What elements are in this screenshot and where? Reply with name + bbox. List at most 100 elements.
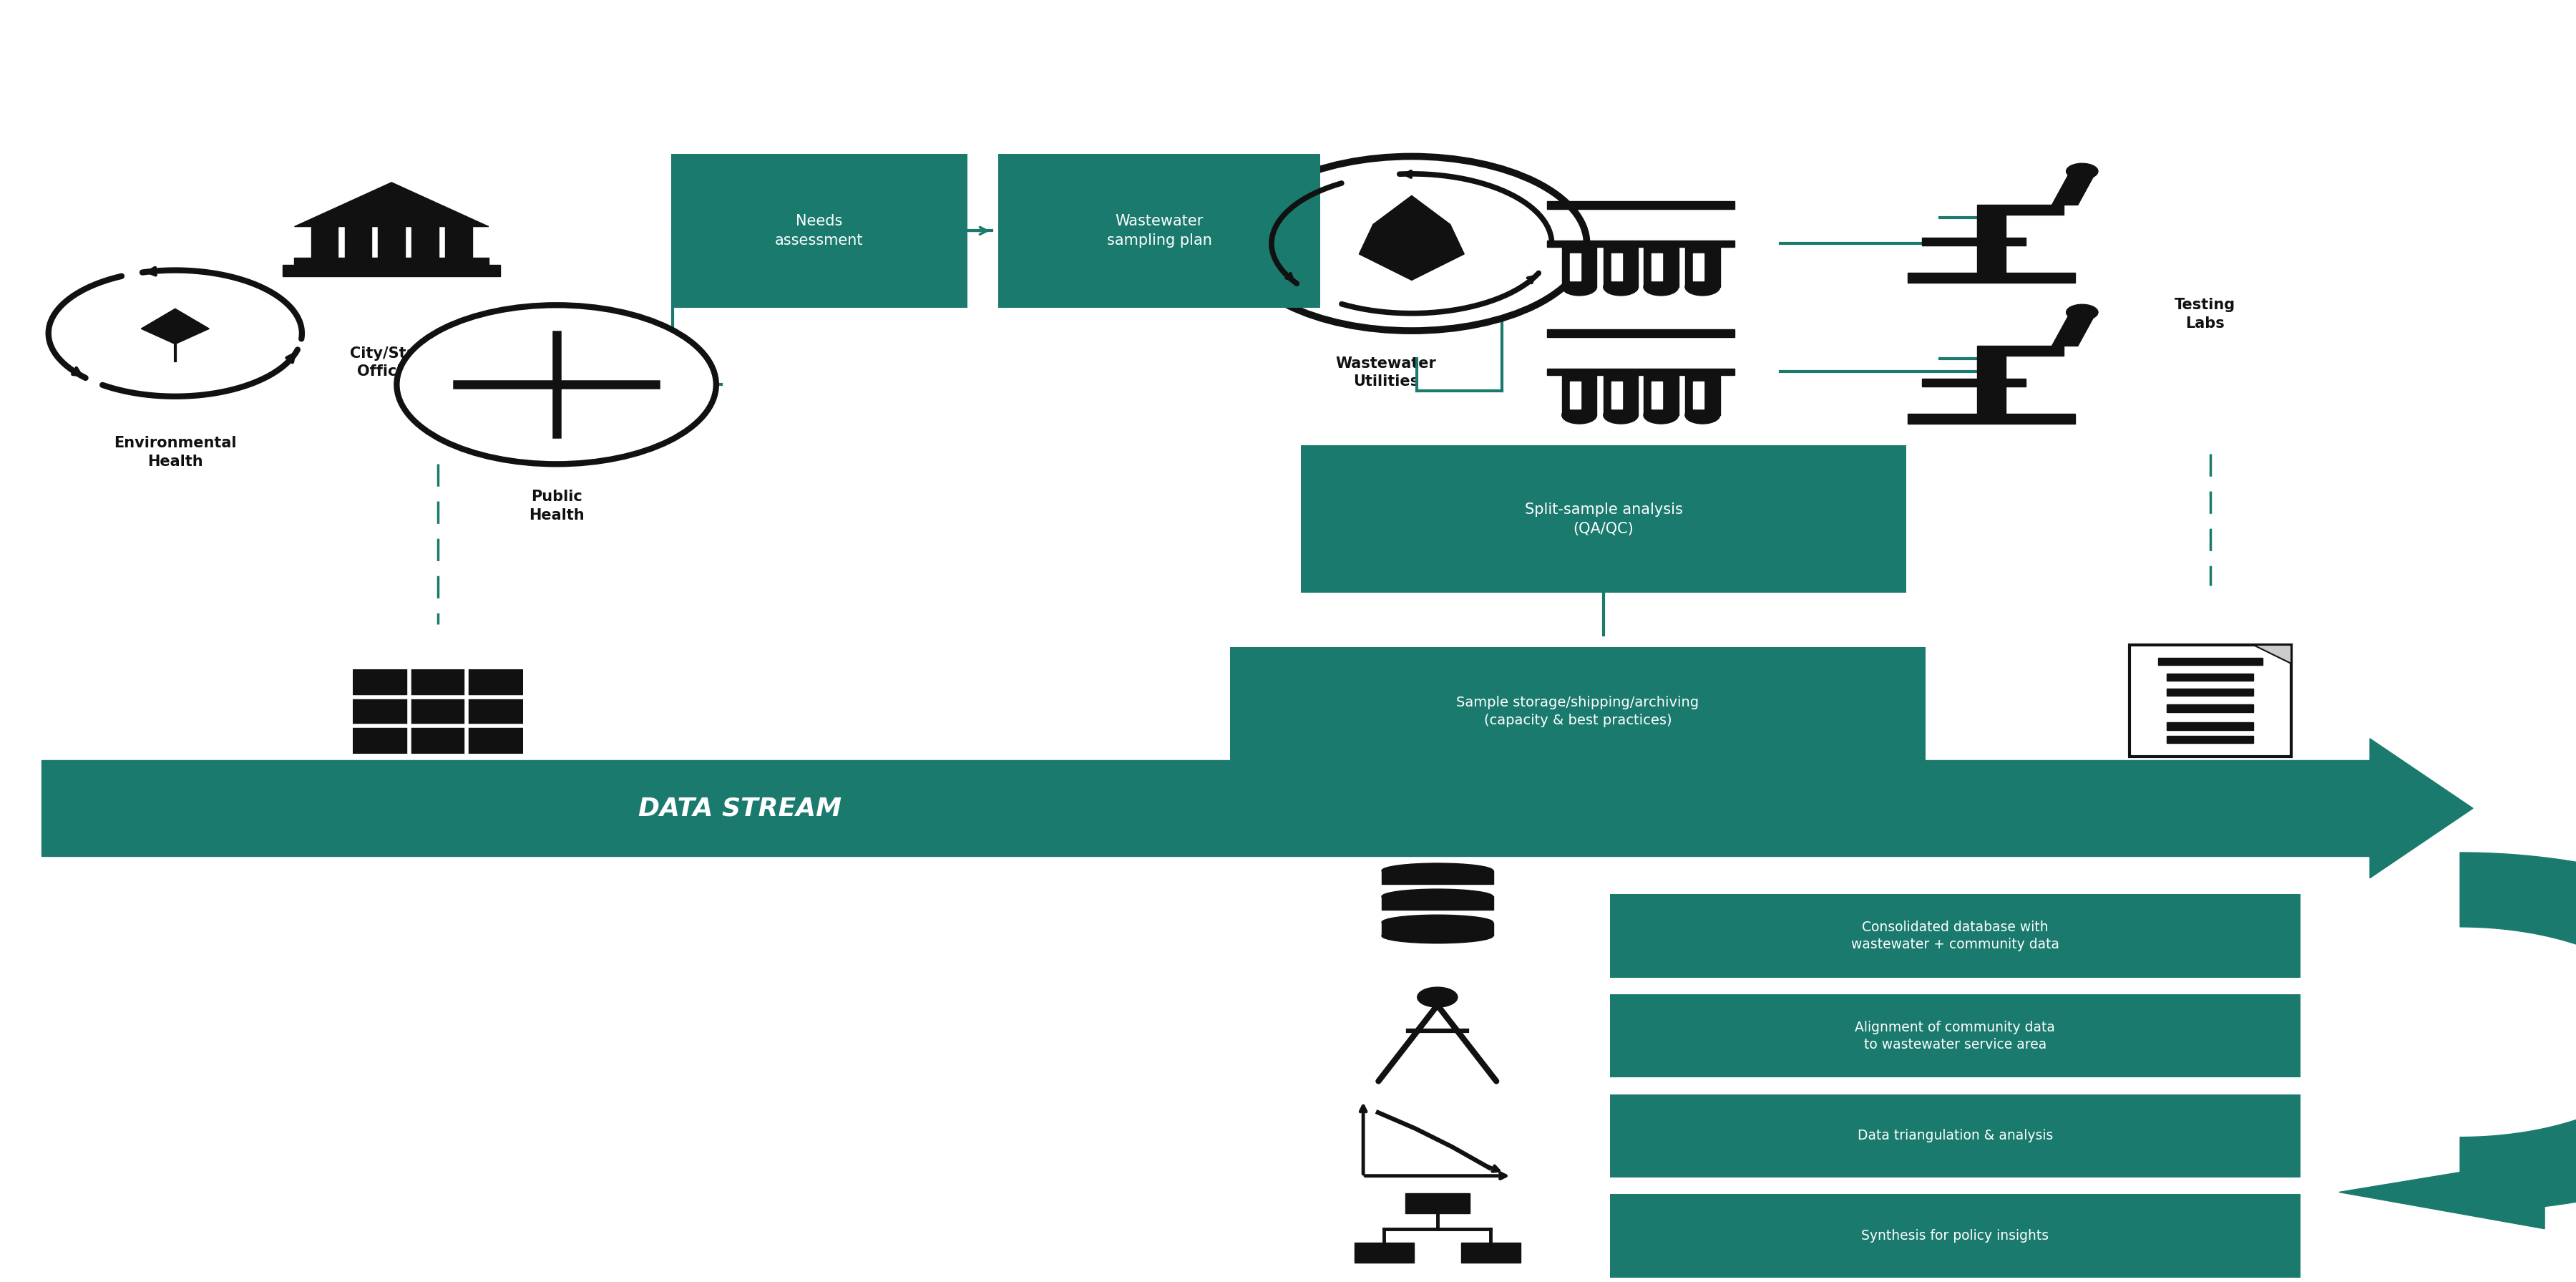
Text: DATA STREAM: DATA STREAM [639, 796, 842, 820]
Ellipse shape [1381, 890, 1494, 904]
FancyBboxPatch shape [1610, 1094, 2300, 1177]
Bar [446, 226, 471, 265]
Circle shape [1685, 278, 1721, 296]
Text: Environmental
Health: Environmental Health [113, 436, 237, 468]
Bar [1602, 246, 1638, 287]
Ellipse shape [1381, 863, 1494, 878]
Bar [1406, 1194, 1468, 1214]
Text: Split-sample analysis
(QA/QC): Split-sample analysis (QA/QC) [1525, 503, 1682, 536]
Text: Data triangulation & analysis: Data triangulation & analysis [1857, 1129, 2053, 1142]
Ellipse shape [1381, 915, 1494, 929]
Bar [1561, 374, 1597, 415]
Bar [1381, 870, 1494, 885]
Circle shape [1643, 278, 1680, 296]
Bar [1981, 385, 2002, 403]
FancyBboxPatch shape [2130, 645, 2290, 756]
FancyBboxPatch shape [999, 154, 1319, 308]
Text: Alignment of community data
to wastewater service area: Alignment of community data to wastewate… [1855, 1020, 2056, 1051]
Polygon shape [142, 309, 209, 344]
Bar [2166, 673, 2254, 681]
Bar [1922, 378, 2025, 386]
Circle shape [1685, 406, 1721, 424]
Bar [2159, 658, 2262, 665]
Bar [1651, 254, 1662, 281]
Bar [2166, 736, 2254, 744]
Bar [1692, 254, 1703, 281]
Bar [294, 258, 489, 265]
Bar [345, 226, 371, 265]
Bar [312, 226, 337, 265]
Bar [1548, 329, 1734, 337]
Bar [379, 226, 404, 265]
Bar [1548, 201, 1734, 209]
Circle shape [1602, 406, 1638, 424]
Bar [1976, 346, 2063, 356]
Polygon shape [2460, 853, 2576, 1211]
Bar [1355, 1244, 1414, 1263]
Bar [1909, 273, 2074, 282]
Bar [1685, 374, 1721, 415]
Bar [1461, 1244, 1520, 1263]
Circle shape [2066, 163, 2097, 179]
Bar [1909, 414, 2074, 423]
Circle shape [1236, 156, 1587, 331]
Circle shape [1602, 278, 1638, 296]
Bar [1643, 374, 1680, 415]
Text: Community Data: Community Data [368, 808, 507, 822]
Bar [1602, 374, 1638, 415]
Bar [1381, 896, 1494, 910]
Polygon shape [2339, 1159, 2545, 1228]
Bar [41, 760, 2370, 856]
Text: Needs
assessment: Needs assessment [775, 214, 863, 247]
Bar [1922, 237, 2025, 245]
Ellipse shape [1381, 928, 1494, 944]
Bar [1976, 215, 2007, 273]
Polygon shape [294, 182, 489, 227]
FancyBboxPatch shape [1301, 445, 1906, 592]
Text: Synthesis for policy insights: Synthesis for policy insights [1862, 1229, 2048, 1242]
Bar [2166, 688, 2254, 696]
Polygon shape [1360, 196, 1463, 281]
Bar [2166, 705, 2254, 712]
Bar [1692, 382, 1703, 409]
Polygon shape [2254, 645, 2290, 664]
Text: Consolidated database with
wastewater + community data: Consolidated database with wastewater + … [1852, 920, 2058, 951]
Circle shape [1561, 406, 1597, 424]
Bar [1548, 368, 1734, 376]
Polygon shape [2053, 314, 2094, 346]
Bar [1685, 246, 1721, 287]
FancyBboxPatch shape [670, 154, 969, 308]
Bar [1569, 382, 1582, 409]
Bar [1569, 254, 1582, 281]
Text: Wastewater
Utilities: Wastewater Utilities [1334, 356, 1437, 388]
Bar [283, 265, 500, 277]
Polygon shape [2053, 173, 2094, 205]
Bar [1613, 382, 1623, 409]
Bar [1643, 246, 1680, 287]
Bar [1651, 382, 1662, 409]
Text: Lab Report: Lab Report [2164, 817, 2257, 831]
Circle shape [397, 305, 716, 464]
Bar [1381, 922, 1494, 936]
Text: Sample storage/shipping/archiving
(capacity & best practices): Sample storage/shipping/archiving (capac… [1455, 696, 1700, 727]
Circle shape [1417, 987, 1458, 1008]
Bar [1976, 356, 2007, 414]
Text: Wastewater
sampling plan: Wastewater sampling plan [1108, 214, 1211, 247]
Circle shape [2066, 304, 2097, 320]
Bar [1976, 205, 2063, 215]
FancyBboxPatch shape [1610, 1195, 2300, 1277]
Circle shape [1561, 278, 1597, 296]
Circle shape [1643, 406, 1680, 424]
Bar [2166, 723, 2254, 729]
Text: Testing
Labs: Testing Labs [2174, 297, 2236, 331]
FancyBboxPatch shape [1610, 995, 2300, 1077]
Bar [1613, 254, 1623, 281]
Bar [1981, 244, 2002, 262]
Bar [1548, 240, 1734, 247]
Bar [412, 226, 438, 265]
Polygon shape [2370, 738, 2473, 878]
Text: City/State
Officials: City/State Officials [350, 346, 433, 378]
FancyBboxPatch shape [1231, 647, 1927, 776]
Bar [353, 669, 523, 754]
Bar [1561, 246, 1597, 287]
